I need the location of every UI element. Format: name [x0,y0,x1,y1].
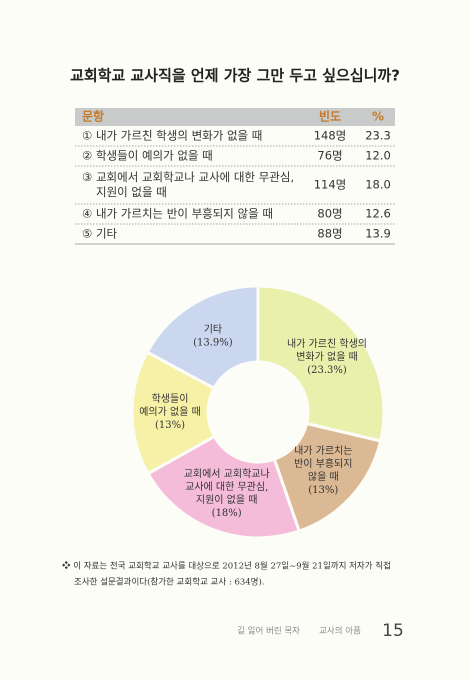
slice-label: 내가 가르치는 [294,445,352,457]
row-percent: 23.3 [365,129,391,143]
footer-book: 길 잃어 버린 목자 [237,626,300,637]
slice-value-label: (23.3%) [307,365,347,376]
page-number: 15 [382,621,404,641]
slice-label: 내가 가르친 학생의 [287,338,367,350]
row-question: ⑤ 기타 [82,227,118,241]
note: 조사한 설문결과이다(참가한 교회학교 교사 : 634명). [74,577,265,588]
slice-label: 기타 [204,323,222,335]
row-percent: 12.6 [365,207,391,221]
footer-chapter: 교사의 아픔 [319,626,361,637]
donut-slice [145,284,260,391]
slice-label: 학생들이 [152,393,189,405]
table-header: 빈도 [319,109,341,124]
table-header: 문항 [82,109,104,124]
row-question: 지원이 없을 때 [96,185,167,199]
slice-label: 않을 때 [308,471,339,483]
slice-value-label: (18%) [212,508,242,519]
row-question: ④ 내가 가르치는 반이 부흥되지 않을 때 [82,207,273,221]
note: ❖ 이 자료는 전국 교회학교 교사를 대상으로 2012년 8월 27일~9월… [62,561,391,572]
donut-slice [256,284,386,443]
row-frequency: 80명 [317,207,342,221]
donut-slice [146,434,302,540]
slice-label: 교회에서 교회학교나 [184,468,270,480]
row-percent: 13.9 [365,227,391,241]
slice-value-label: (13.9%) [193,337,233,348]
row-frequency: 76명 [317,149,342,163]
slice-value-label: (13%) [155,420,185,431]
slice-label: 반이 부흥되지 [294,457,352,470]
slice-label: 지원이 없을 때 [196,493,258,506]
slice-label: 변화가 없을 때 [296,350,358,363]
slice-label: 예의가 없을 때 [139,405,201,418]
row-question: ③ 교회에서 교회학교나 교사에 대한 무관심, [82,170,294,184]
row-frequency: 114명 [314,178,347,192]
row-percent: 18.0 [365,178,391,192]
row-percent: 12.0 [365,149,391,163]
table-header: % [372,110,384,124]
row-question: ① 내가 가르친 학생의 변화가 없을 때 [82,129,262,143]
donut-slice [130,350,217,476]
row-question: ② 학생들이 예의가 없을 때 [82,149,213,163]
row-frequency: 148명 [314,129,347,143]
table: 문항 빈도 % ① 내가 가르친 학생의 변화가 없을 때 148명 23.3 ② 학생들이… [75,108,395,245]
title: 교회학교 교사직을 언제 가장 그만 두고 싶으십니까? [70,67,400,85]
slice-label: 교사에 대한 무관심, [185,481,268,493]
slice-value-label: (13%) [308,485,338,496]
donut-slice [272,421,383,533]
table-header-bg [75,108,395,126]
row-frequency: 88명 [317,227,342,241]
